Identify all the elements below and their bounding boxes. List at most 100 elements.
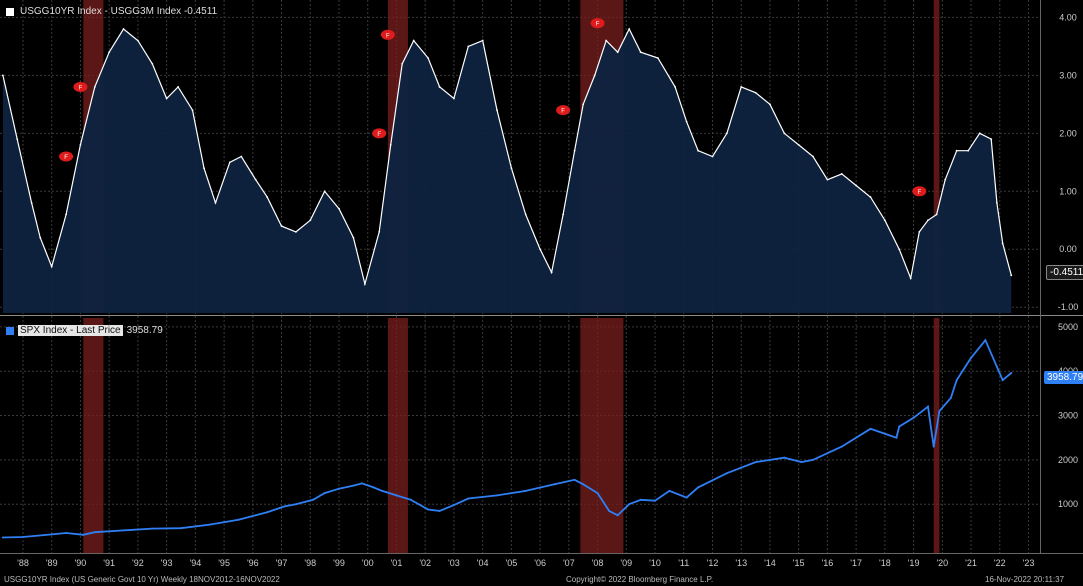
spx-point [984,339,987,342]
spread-point [539,248,542,251]
spx-point [812,458,815,461]
x-tick-label: '95 [218,558,230,568]
spread-point [137,39,139,42]
spread-point [754,91,757,94]
x-tick-label: '23 [1023,558,1035,568]
legend-spread[interactable]: USGG10YR Index - USGG3M Index -0.4511 [6,6,219,17]
signal-marker [372,128,387,139]
spx-point [409,498,412,501]
signal-marker-label: F [79,85,83,91]
signal-marker-label: F [64,155,68,161]
signal-marker-label: F [377,132,381,138]
spread-point [883,219,886,222]
spx-line [2,338,1012,539]
x-tick-label: '12 [707,558,719,568]
spx-last-value-tag: 3958.79 [1044,371,1083,384]
spread-point [550,271,553,274]
spread-point [50,265,53,268]
spx-point [553,483,556,486]
legend-swatch-blue [6,326,14,335]
y-tick-label: 2000 [1058,455,1078,465]
spx-point [926,405,929,408]
spread-point [605,39,608,42]
spread-point [593,74,596,77]
y-tick-label: 2.00 [1059,128,1077,138]
spread-point [266,196,269,198]
spread-point [935,213,938,216]
legend-spx-label: SPX Index - Last Price [18,325,123,336]
spx-point [895,436,898,439]
x-tick-label: '98 [304,558,316,568]
x-tick-label: '14 [764,558,776,568]
spx-point [725,472,728,475]
spx-point [312,498,315,501]
spx-point [616,514,619,517]
spread-point [657,57,659,59]
x-tick-label: '02 [419,558,431,568]
spread-point [909,277,912,280]
y-tick-label: 3000 [1058,411,1078,421]
spx-point [912,416,915,419]
spread-point [582,103,585,106]
spx-point [995,365,998,368]
spread-point [955,149,958,152]
spread-point [481,39,484,42]
spx-point [208,523,211,526]
x-tick-label: '01 [391,558,403,568]
x-tick-label: '07 [563,558,575,568]
spx-point [93,531,96,534]
spread-point [967,149,970,152]
spx-point [697,486,700,489]
y-tick-label: 5000 [1058,322,1078,332]
y-tick-label: -1.00 [1058,302,1079,312]
spx-point [294,503,297,506]
spread-point [628,28,631,30]
x-tick-label: '18 [879,558,891,568]
signal-marker [590,18,605,29]
signal-marker [912,186,927,197]
spx-point [21,536,24,539]
spx-point [596,492,599,495]
spread-point [412,39,415,42]
spread-point [898,248,901,251]
spx-point [496,494,499,497]
spread-point [401,62,404,65]
spread-point [685,120,688,123]
shaded-period [580,318,624,553]
spx-point [323,492,326,495]
spx-point [573,478,576,481]
spread-point [1001,242,1004,245]
spx-point [668,489,671,492]
spread-point [378,230,381,233]
y-tick-label: 1000 [1058,499,1078,509]
spread-point [944,178,947,181]
y-tick-label: 1.00 [1059,186,1077,196]
spread-point [108,51,111,54]
spx-point [938,410,941,413]
spread-point [562,213,564,216]
spread-point [510,167,513,169]
spread-point [93,86,96,88]
spread-point [769,103,771,106]
x-tick-label: '88 [17,558,29,568]
spx-point [800,461,803,464]
spx-point [352,484,355,487]
spread-point [740,86,743,88]
spread-point [467,45,470,48]
spread-point [990,138,993,141]
signal-marker-label: F [918,190,922,196]
legend-swatch-white [6,7,14,16]
spread-point [783,132,786,135]
spx-point [840,445,843,448]
x-tick-label: '03 [448,558,460,568]
x-tick-label: '92 [132,558,144,568]
spx-point [1,536,4,539]
spx-point [237,518,240,521]
spx-point [82,533,85,536]
spx-point [524,489,527,492]
spread-point [203,167,205,169]
legend-spx[interactable]: SPX Index - Last Price 3958.79 [6,325,163,336]
spread-point [438,86,441,88]
legend-spread-label: USGG10YR Index - USGG3M Index -0.4511 [20,6,218,17]
spx-point [582,483,585,486]
